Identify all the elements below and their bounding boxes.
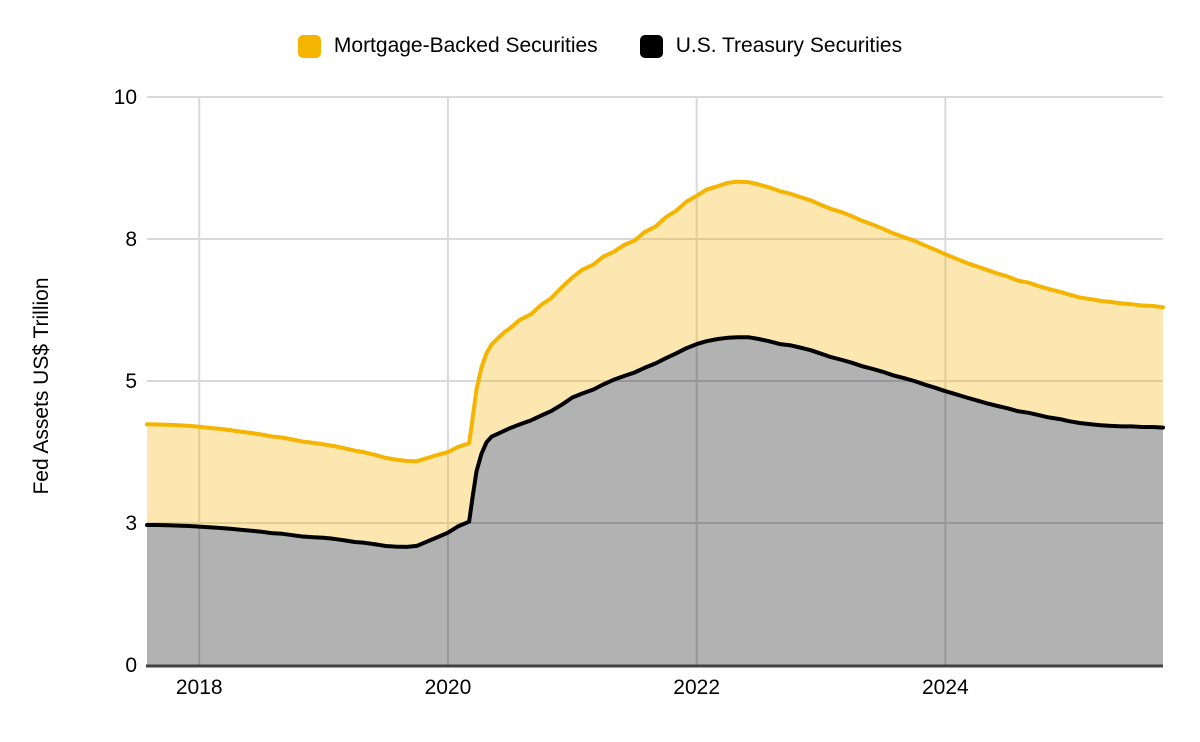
y-tick-label: 10 [114, 86, 137, 109]
x-tick-label: 2022 [673, 676, 720, 699]
y-tick-label: 8 [125, 228, 137, 251]
treasury-legend-swatch-icon [639, 34, 663, 58]
legend-item-mbs: Mortgage-Backed Securities [297, 34, 598, 58]
mbs-total-line [145, 179, 1165, 464]
treasury-area [147, 337, 1163, 665]
mbs-legend-label: Mortgage-Backed Securities [333, 34, 598, 57]
legend-item-treasury: U.S. Treasury Securities [639, 34, 903, 58]
chart-legend: Mortgage-Backed Securities U.S. Treasury… [0, 34, 1200, 58]
mbs-area [147, 181, 1163, 547]
treasury-line [145, 335, 1165, 549]
y-tick-label: 5 [125, 370, 137, 393]
x-tick-label: 2020 [425, 676, 472, 699]
x-tick-label: 2018 [176, 676, 223, 699]
y-tick-label: 3 [125, 512, 137, 535]
mbs-legend-swatch-icon [297, 34, 321, 58]
x-tick-label: 2024 [922, 676, 969, 699]
treasury-legend-label: U.S. Treasury Securities [675, 34, 903, 57]
y-tick-label: 0 [125, 654, 137, 677]
